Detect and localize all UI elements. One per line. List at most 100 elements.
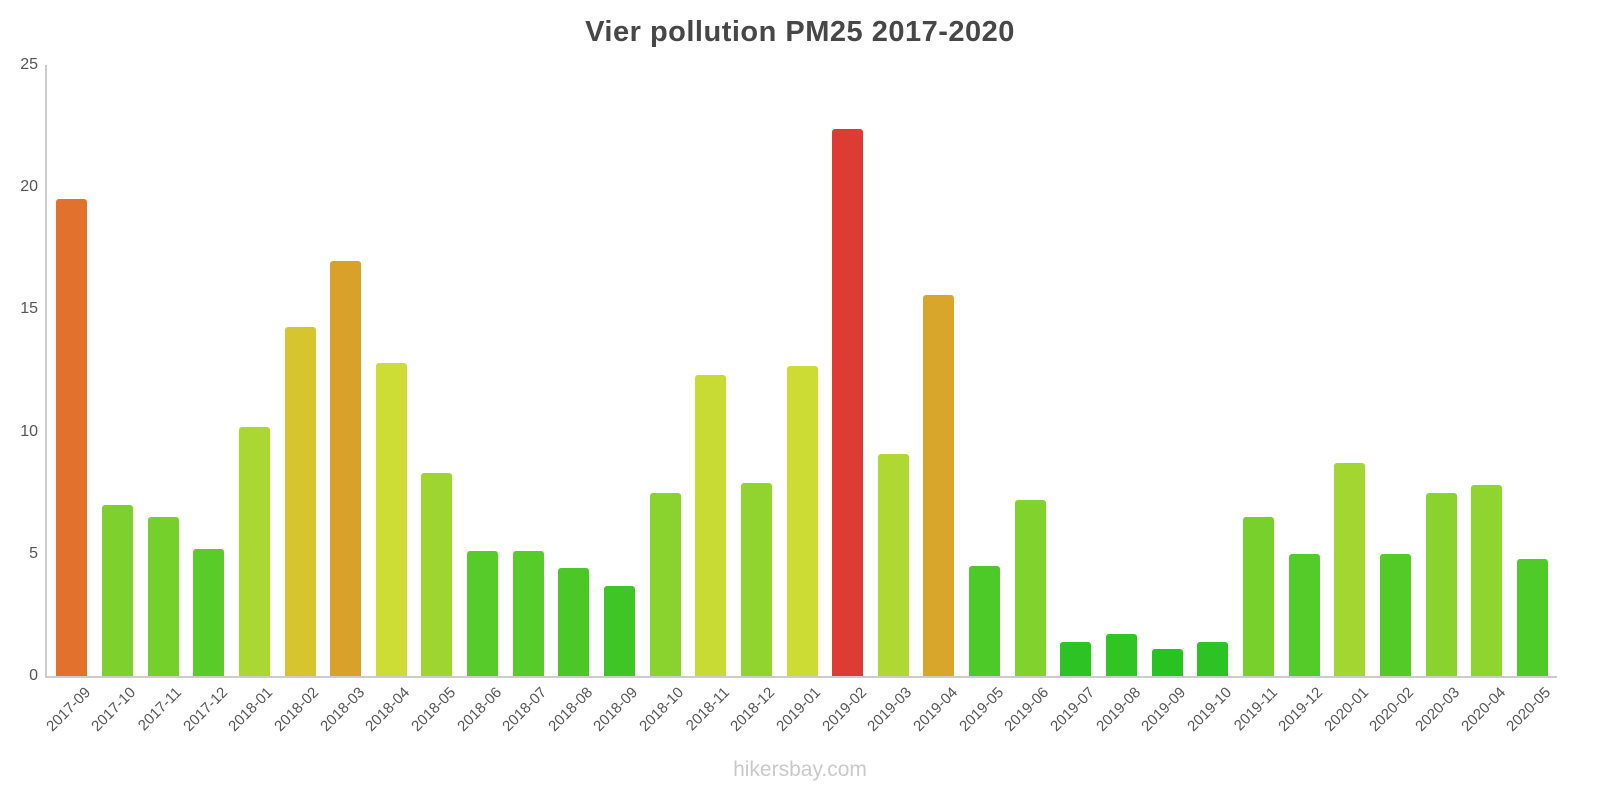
x-tick-label: 2018-09 (590, 684, 642, 735)
bar-2019-11 (1242, 517, 1274, 676)
bar-2019-05 (969, 566, 1001, 676)
x-tick-label: 2018-04 (362, 684, 414, 735)
x-tick-label: 2019-06 (1001, 684, 1053, 735)
x-tick-label: 2018-12 (727, 684, 779, 735)
x-tick-label: 2019-12 (1275, 684, 1327, 735)
x-tick-label: 2020-05 (1503, 684, 1555, 735)
x-tick-label: 2018-01 (225, 684, 277, 735)
bar-slot: 2019-05 (956, 65, 1008, 735)
bar-slot: 2018-06 (454, 65, 506, 735)
bar-2020-04 (1471, 485, 1503, 676)
x-tick-label: 2017-11 (134, 684, 186, 735)
bar-2019-07 (1060, 641, 1092, 676)
y-tick-label: 0 (29, 667, 38, 684)
bar-slot: 2017-09 (43, 65, 95, 735)
bar-2017-12 (193, 548, 225, 676)
y-tick-label: 5 (29, 544, 38, 562)
x-tick-label: 2017-10 (88, 684, 140, 735)
bar-slot: 2020-01 (1321, 65, 1373, 735)
chart-title: Vier pollution PM25 2017-2020 (585, 16, 1015, 48)
bar-slot: 2018-10 (636, 65, 688, 735)
x-tick-label: 2020-04 (1457, 684, 1509, 735)
bar-slot: 2020-02 (1366, 65, 1419, 735)
x-tick-label: 2018-08 (544, 684, 596, 735)
bar-slot: 2019-08 (1093, 65, 1145, 735)
bar-2018-11 (695, 375, 727, 676)
bar-slot: 2018-12 (728, 65, 780, 735)
bar-2019-02 (832, 128, 864, 676)
x-tick-label: 2018-02 (271, 684, 323, 735)
bar-slot: 2019-12 (1275, 65, 1327, 735)
watermark: hikersbay.com (733, 758, 867, 781)
y-tick-label: 20 (20, 178, 38, 196)
bar-2020-03 (1425, 492, 1457, 676)
bar-2019-04 (923, 294, 955, 676)
x-tick-label: 2019-01 (773, 684, 825, 735)
bar-2017-11 (147, 517, 179, 676)
bar-slot: 2019-07 (1047, 65, 1099, 735)
bar-2018-08 (558, 568, 590, 676)
bar-2018-04 (375, 363, 407, 676)
bar-2020-02 (1379, 553, 1411, 676)
bar-2019-06 (1014, 500, 1046, 676)
bar-slot: 2018-04 (362, 65, 414, 735)
x-tick-label: 2018-05 (408, 684, 459, 735)
plot-area: 2017-09 2017-10 2017-11 2017-12 2018-01 2018-… (43, 65, 1557, 735)
bar-slot: 2019-06 (1001, 65, 1053, 735)
bar-2019-10 (1197, 641, 1229, 676)
x-tick-label: 2018-07 (499, 684, 551, 735)
bar-2019-01 (786, 365, 818, 676)
x-tick-label: 2020-01 (1320, 684, 1372, 735)
x-tick-label: 2019-10 (1183, 684, 1235, 735)
bar-slot: 2019-09 (1138, 65, 1190, 735)
bar-slot: 2020-04 (1458, 65, 1510, 735)
x-tick-label: 2017-09 (42, 684, 94, 735)
bar-2020-01 (1334, 463, 1366, 676)
bar-slot: 2020-05 (1503, 65, 1556, 735)
x-tick-label: 2019-09 (1138, 684, 1190, 735)
y-tick-label: 15 (20, 300, 38, 318)
bar-slot: 2019-03 (864, 65, 917, 735)
bar-slot: 2018-09 (591, 65, 643, 735)
x-tick-label: 2019-05 (955, 684, 1007, 735)
bar-slot: 2019-04 (910, 65, 962, 735)
bar-2018-06 (467, 551, 499, 676)
bar-slot: 2020-03 (1412, 65, 1464, 735)
bar-2017-10 (101, 504, 133, 676)
x-tick-label: 2018-03 (316, 684, 368, 735)
x-tick-label: 2018-06 (453, 684, 505, 735)
bar-2018-12 (740, 482, 772, 676)
bars-row: 2017-09 2017-10 2017-11 2017-12 2018-01 2018-… (43, 65, 1557, 735)
x-tick-label: 2019-04 (910, 684, 962, 735)
x-tick-label: 2019-07 (1046, 684, 1098, 735)
bar-slot: 2019-02 (819, 65, 871, 735)
x-tick-label: 2020-02 (1366, 684, 1418, 735)
bar-2018-09 (604, 585, 635, 676)
x-tick-label: 2019-11 (1230, 684, 1281, 735)
bar-slot: 2018-05 (408, 65, 460, 735)
y-tick-label: 10 (20, 422, 38, 440)
bar-2018-05 (421, 473, 453, 676)
x-tick-label: 2020-03 (1412, 684, 1464, 735)
bar-slot: 2017-10 (89, 65, 141, 735)
bar-2019-03 (877, 453, 909, 676)
bar-slot: 2019-01 (773, 65, 825, 735)
x-tick-label: 2018-10 (636, 684, 688, 735)
bar-2018-01 (238, 426, 270, 676)
bar-2018-02 (284, 326, 316, 676)
bar-2019-12 (1288, 553, 1320, 676)
bar-2018-03 (330, 260, 362, 676)
x-tick-label: 2019-08 (1092, 684, 1144, 735)
bar-slot: 2017-12 (180, 65, 232, 735)
bar-slot: 2017-11 (135, 65, 186, 734)
x-tick-label: 2019-02 (818, 684, 870, 735)
bar-slot: 2019-11 (1230, 65, 1282, 734)
bar-slot: 2018-03 (317, 65, 369, 735)
bar-slot: 2018-08 (545, 65, 597, 735)
y-axis-labels: 0 5 10 15 20 25 (0, 56, 38, 684)
bar-slot: 2018-07 (499, 65, 551, 735)
bar-2019-09 (1151, 649, 1183, 676)
bar-slot: 2018-11 (683, 65, 734, 734)
bar-2018-07 (512, 551, 544, 676)
